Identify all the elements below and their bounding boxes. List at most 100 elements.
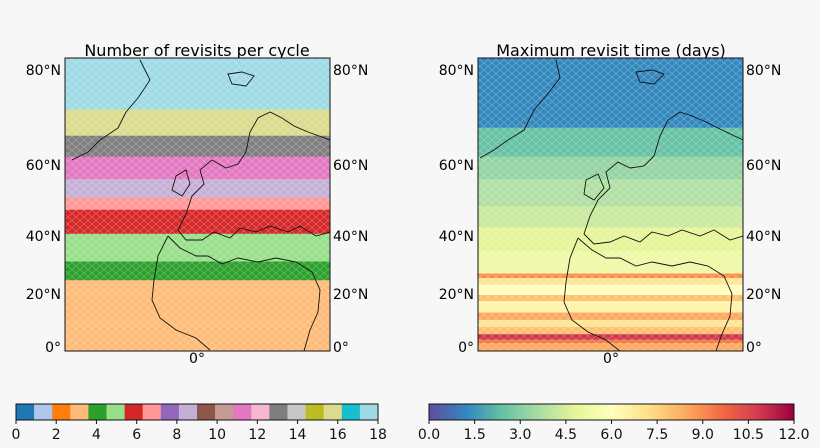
colorbar-gradient-step: [575, 404, 579, 420]
colorbar-gradient-step: [672, 404, 676, 420]
colorbar-tick-label: 9.0: [692, 427, 714, 443]
colorbar-gradient-step: [611, 404, 616, 420]
colorbar-gradient-step: [678, 404, 682, 420]
y-tick-label-right-60N: 60°N: [333, 158, 368, 174]
colorbar-gradient-step: [462, 404, 466, 420]
colorbar-gradient-step: [605, 404, 609, 420]
colorbar-tick-label: 12: [248, 427, 266, 443]
colorbar-swatch: [16, 404, 35, 420]
colorbar-tick-label: 1.5: [463, 427, 485, 443]
colorbar-gradient-step: [769, 404, 774, 420]
colorbar-gradient-step: [429, 404, 433, 420]
colorbar-gradient-step: [517, 404, 521, 420]
colorbar-gradient-step: [559, 404, 564, 420]
colorbar-swatch: [251, 404, 270, 420]
y-tick-label-left-60N: 60°N: [439, 158, 474, 174]
colorbar-gradient-step: [693, 404, 698, 420]
colorbar-swatch: [88, 404, 107, 420]
colorbar-gradient-step: [651, 404, 655, 420]
colorbar-gradient-step: [687, 404, 692, 420]
colorbar-swatch: [70, 404, 89, 420]
colorbar-gradient-step: [593, 404, 597, 420]
colorbar-gradient-step: [480, 404, 485, 420]
colorbar-gradient-step: [699, 404, 704, 420]
colorbar-gradient-step: [532, 404, 536, 420]
colorbar-gradient-step: [492, 404, 497, 420]
y-tick-label-left-20N: 20°N: [439, 287, 474, 303]
colorbar-gradient-step: [711, 404, 716, 420]
colorbar-gradient-step: [614, 404, 619, 420]
colorbar-tick-label: 0.0: [418, 427, 440, 443]
colorbar-gradient-step: [690, 404, 695, 420]
colorbar-gradient-step: [681, 404, 685, 420]
colorbar-swatch: [178, 404, 198, 420]
colorbar-gradient-step: [784, 404, 789, 420]
colorbar-gradient-step: [623, 404, 628, 420]
colorbar-gradient-step: [663, 404, 667, 420]
colorbar-tick-label: 4: [92, 427, 101, 443]
colorbar-gradient-step: [751, 404, 755, 420]
diamond-texture: [478, 58, 743, 351]
colorbar-gradient-step: [760, 404, 765, 420]
colorbar-tick-label: 7.5: [646, 427, 668, 443]
colorbar-tick-label: 6.0: [600, 427, 622, 443]
colorbar-gradient-step: [654, 404, 658, 420]
chart-title: Number of revisits per cycle: [84, 41, 309, 60]
colorbar-gradient-step: [644, 404, 649, 420]
colorbar-gradient-step: [669, 404, 673, 420]
colorbar-tick-label: 18: [369, 427, 387, 443]
y-tick-label-right-0: 0°: [333, 340, 349, 356]
chart-title: Maximum revisit time (days): [496, 41, 726, 60]
colorbar-gradient-step: [717, 404, 722, 420]
colorbar-gradient-step: [757, 404, 762, 420]
colorbar-swatch: [124, 404, 143, 420]
coastline-outline: [71, 59, 330, 351]
colorbar-swatch: [323, 404, 343, 420]
colorbar-gradient-step: [529, 404, 533, 420]
colorbar-gradient-step: [556, 404, 561, 420]
colorbar-gradient-step: [477, 404, 482, 420]
colorbar-gradient-step: [495, 404, 500, 420]
colorbar-gradient-step: [666, 404, 670, 420]
colorbar-gradient-step: [730, 404, 734, 420]
colorbar-swatch: [341, 404, 361, 420]
y-tick-label-right-0: 0°: [746, 340, 762, 356]
colorbar-gradient-step: [514, 404, 518, 420]
coastline-outline: [479, 59, 743, 351]
colorbar-gradient-step: [742, 404, 746, 420]
y-tick-label-left-0: 0°: [45, 340, 61, 356]
y-tick-label-left-60N: 60°N: [26, 158, 61, 174]
colorbar-gradient-step: [608, 404, 612, 420]
y-tick-label-right-20N: 20°N: [333, 287, 368, 303]
x-tick-label: 0°: [603, 351, 619, 367]
colorbar-tick-label: 14: [289, 427, 307, 443]
colorbar-tick-label: 12.0: [778, 427, 809, 443]
y-tick-label-right-80N: 80°N: [746, 63, 781, 79]
colorbar-gradient-step: [435, 404, 439, 420]
colorbar-gradient-step: [727, 404, 731, 420]
colorbar-gradient-step: [459, 404, 463, 420]
colorbar-tick-label: 10: [208, 427, 226, 443]
colorbar-gradient-step: [465, 404, 470, 420]
colorbar-gradient-step: [547, 404, 552, 420]
colorbar-gradient-step: [638, 404, 643, 420]
colorbar-gradient-step: [766, 404, 771, 420]
colorbar-gradient-step: [748, 404, 752, 420]
colorbar-gradient-step: [660, 404, 664, 420]
colorbar-swatch: [269, 404, 288, 420]
colorbar-swatch: [160, 404, 180, 420]
colorbar-tick-label: 8: [172, 427, 181, 443]
colorbar-gradient-step: [447, 404, 451, 420]
colorbar-gradient-step: [538, 404, 543, 420]
x-tick-label: 0°: [189, 351, 205, 367]
colorbar-gradient-step: [535, 404, 539, 420]
colorbar-gradient-step: [736, 404, 740, 420]
colorbar-gradient-step: [754, 404, 758, 420]
colorbar-tick-label: 10.5: [733, 427, 764, 443]
colorbar-gradient-step: [562, 404, 567, 420]
colorbar-gradient-step: [581, 404, 585, 420]
colorbar-gradient-step: [641, 404, 646, 420]
colorbar-tick-label: 6: [132, 427, 141, 443]
colorbar-gradient-step: [502, 404, 506, 420]
